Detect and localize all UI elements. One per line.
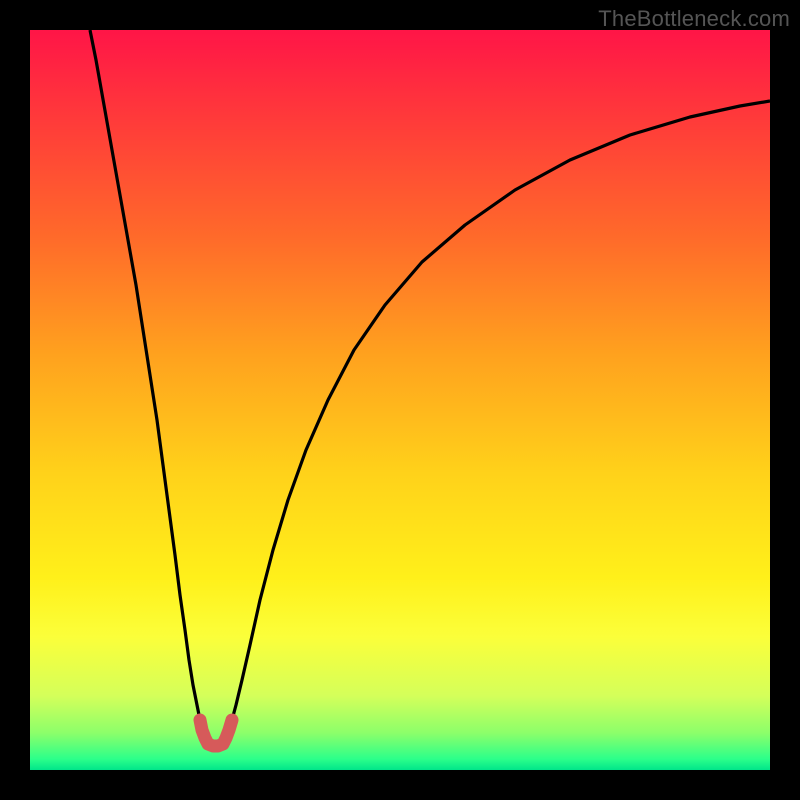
watermark-text: TheBottleneck.com (598, 6, 790, 32)
plot-area (30, 30, 770, 770)
chart-container: TheBottleneck.com (0, 0, 800, 800)
gradient-background (30, 30, 770, 770)
plot-svg (30, 30, 770, 770)
